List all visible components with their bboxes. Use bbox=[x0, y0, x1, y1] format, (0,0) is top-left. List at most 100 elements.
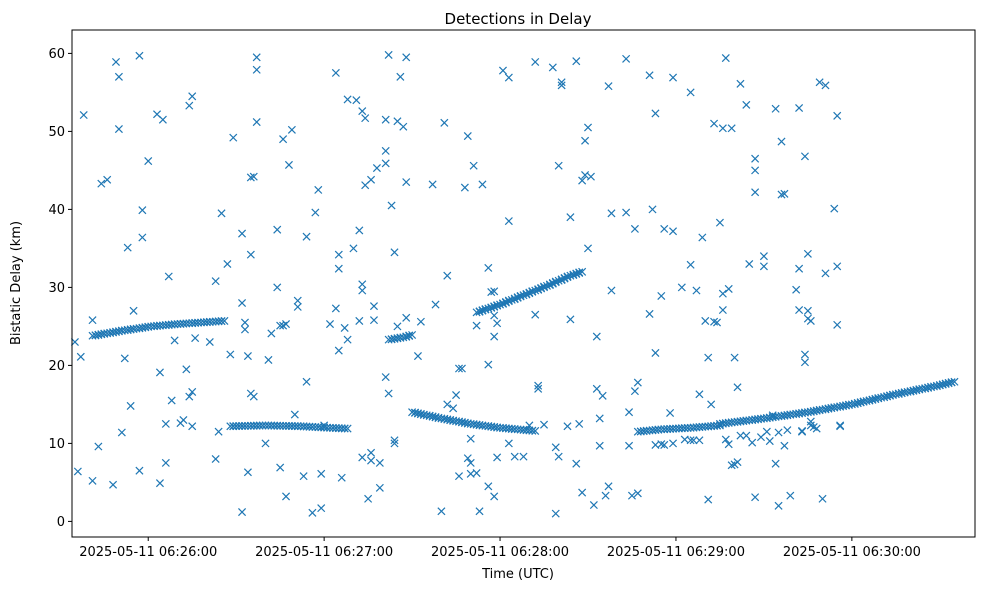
scatter-point bbox=[554, 452, 563, 461]
x-axis-ticks: 2025-05-11 06:26:00 2025-05-11 06:27:00 20… bbox=[79, 537, 921, 560]
scatter-point bbox=[765, 437, 774, 446]
scatter-point bbox=[402, 313, 411, 322]
scatter-point bbox=[317, 469, 326, 478]
scatter-point bbox=[692, 286, 701, 295]
scatter-point bbox=[238, 298, 247, 308]
scatter-point bbox=[575, 419, 584, 428]
scatter-point bbox=[164, 272, 173, 281]
scatter-point bbox=[633, 378, 642, 387]
scatter-point bbox=[343, 95, 352, 104]
scatter-point bbox=[252, 118, 261, 127]
track-point bbox=[408, 330, 417, 340]
scatter-point bbox=[240, 318, 250, 327]
scatter-point bbox=[390, 439, 399, 448]
track-point bbox=[405, 331, 414, 340]
scatter-point bbox=[390, 248, 399, 257]
scatter-point bbox=[727, 461, 736, 470]
scatter-point bbox=[443, 400, 452, 409]
scatter-point bbox=[287, 125, 296, 134]
scatter-point bbox=[780, 189, 789, 198]
scatter-point bbox=[586, 172, 595, 181]
scatter-point bbox=[651, 109, 660, 118]
track-point bbox=[261, 421, 270, 430]
scatter-point bbox=[751, 166, 760, 175]
scatter-point bbox=[572, 459, 581, 468]
scatter-point bbox=[601, 491, 610, 500]
scatter-point bbox=[490, 492, 499, 501]
x-tick-label: 2025-05-11 06:30:00 bbox=[783, 545, 921, 560]
scatter-point bbox=[504, 439, 513, 448]
y-tick-label: 20 bbox=[48, 359, 65, 374]
scatter-point bbox=[293, 302, 302, 311]
scatter-point bbox=[463, 132, 472, 141]
scatter-point bbox=[531, 57, 540, 67]
x-tick-label: 2025-05-11 06:29:00 bbox=[607, 545, 745, 560]
scatter-point bbox=[657, 291, 666, 301]
scatter-point bbox=[182, 365, 191, 374]
scatter-point bbox=[751, 493, 760, 502]
scatter-point bbox=[367, 448, 376, 457]
track-point bbox=[950, 377, 959, 386]
scatter-point bbox=[660, 440, 669, 449]
scatter-point bbox=[660, 224, 669, 233]
scatter-point bbox=[493, 453, 502, 462]
scatter-point bbox=[487, 288, 496, 297]
scatter-point bbox=[252, 53, 261, 62]
scatter-point bbox=[748, 438, 757, 447]
scatter-point bbox=[792, 285, 801, 294]
scatter-point bbox=[94, 442, 103, 451]
scatter-point bbox=[736, 79, 745, 88]
scatter-point bbox=[416, 317, 425, 326]
scatter-point bbox=[279, 135, 288, 144]
y-axis-label: Bistatic Delay (km) bbox=[9, 221, 24, 345]
scatter-point bbox=[583, 123, 593, 132]
scatter-point bbox=[818, 494, 827, 503]
scatter-point bbox=[583, 244, 593, 253]
track-point bbox=[516, 291, 525, 300]
scatter-point bbox=[490, 332, 499, 341]
scatter-point bbox=[806, 417, 815, 426]
scatter-point bbox=[88, 316, 97, 325]
track-point bbox=[539, 282, 549, 291]
scatter-point bbox=[267, 329, 276, 338]
scatter-point bbox=[240, 325, 250, 334]
scatter-point bbox=[777, 137, 786, 146]
scatter-point bbox=[645, 71, 654, 80]
scatter-point bbox=[396, 72, 405, 81]
track-point bbox=[504, 296, 513, 305]
scatter-point bbox=[704, 495, 713, 504]
scatter-point bbox=[774, 501, 783, 510]
scatter-point bbox=[566, 315, 575, 324]
scatter-point bbox=[478, 180, 487, 189]
scatter-point bbox=[311, 208, 320, 217]
scatter-point bbox=[243, 468, 252, 477]
scatter-point bbox=[833, 111, 842, 120]
scatter-point bbox=[443, 271, 452, 280]
scatter-point bbox=[343, 335, 352, 344]
scatter-point bbox=[751, 188, 760, 197]
x-tick-label: 2025-05-11 06:28:00 bbox=[431, 545, 569, 560]
scatter-point bbox=[226, 350, 235, 359]
scatter-point bbox=[276, 321, 285, 330]
scatter-point bbox=[493, 319, 502, 328]
scatter-point bbox=[381, 159, 390, 168]
scatter-point bbox=[836, 421, 845, 430]
scatter-point bbox=[384, 50, 393, 59]
scatter-point bbox=[138, 233, 147, 242]
scatter-point bbox=[466, 458, 475, 467]
scatter-point bbox=[472, 469, 481, 478]
scatter-point bbox=[742, 431, 751, 440]
scatter-point bbox=[281, 492, 291, 501]
scatter-point bbox=[431, 300, 440, 309]
scatter-point bbox=[135, 466, 144, 475]
scatter-point bbox=[695, 390, 704, 399]
scatter-point bbox=[519, 452, 528, 461]
track-point bbox=[232, 422, 241, 431]
scatter-point bbox=[604, 482, 613, 491]
scatter-point bbox=[331, 304, 340, 313]
scatter-point bbox=[721, 54, 730, 63]
scatter-point bbox=[742, 100, 751, 109]
track-point bbox=[238, 421, 247, 430]
scatter-point bbox=[331, 68, 340, 77]
x-axis-label: Time (UTC) bbox=[481, 567, 554, 582]
